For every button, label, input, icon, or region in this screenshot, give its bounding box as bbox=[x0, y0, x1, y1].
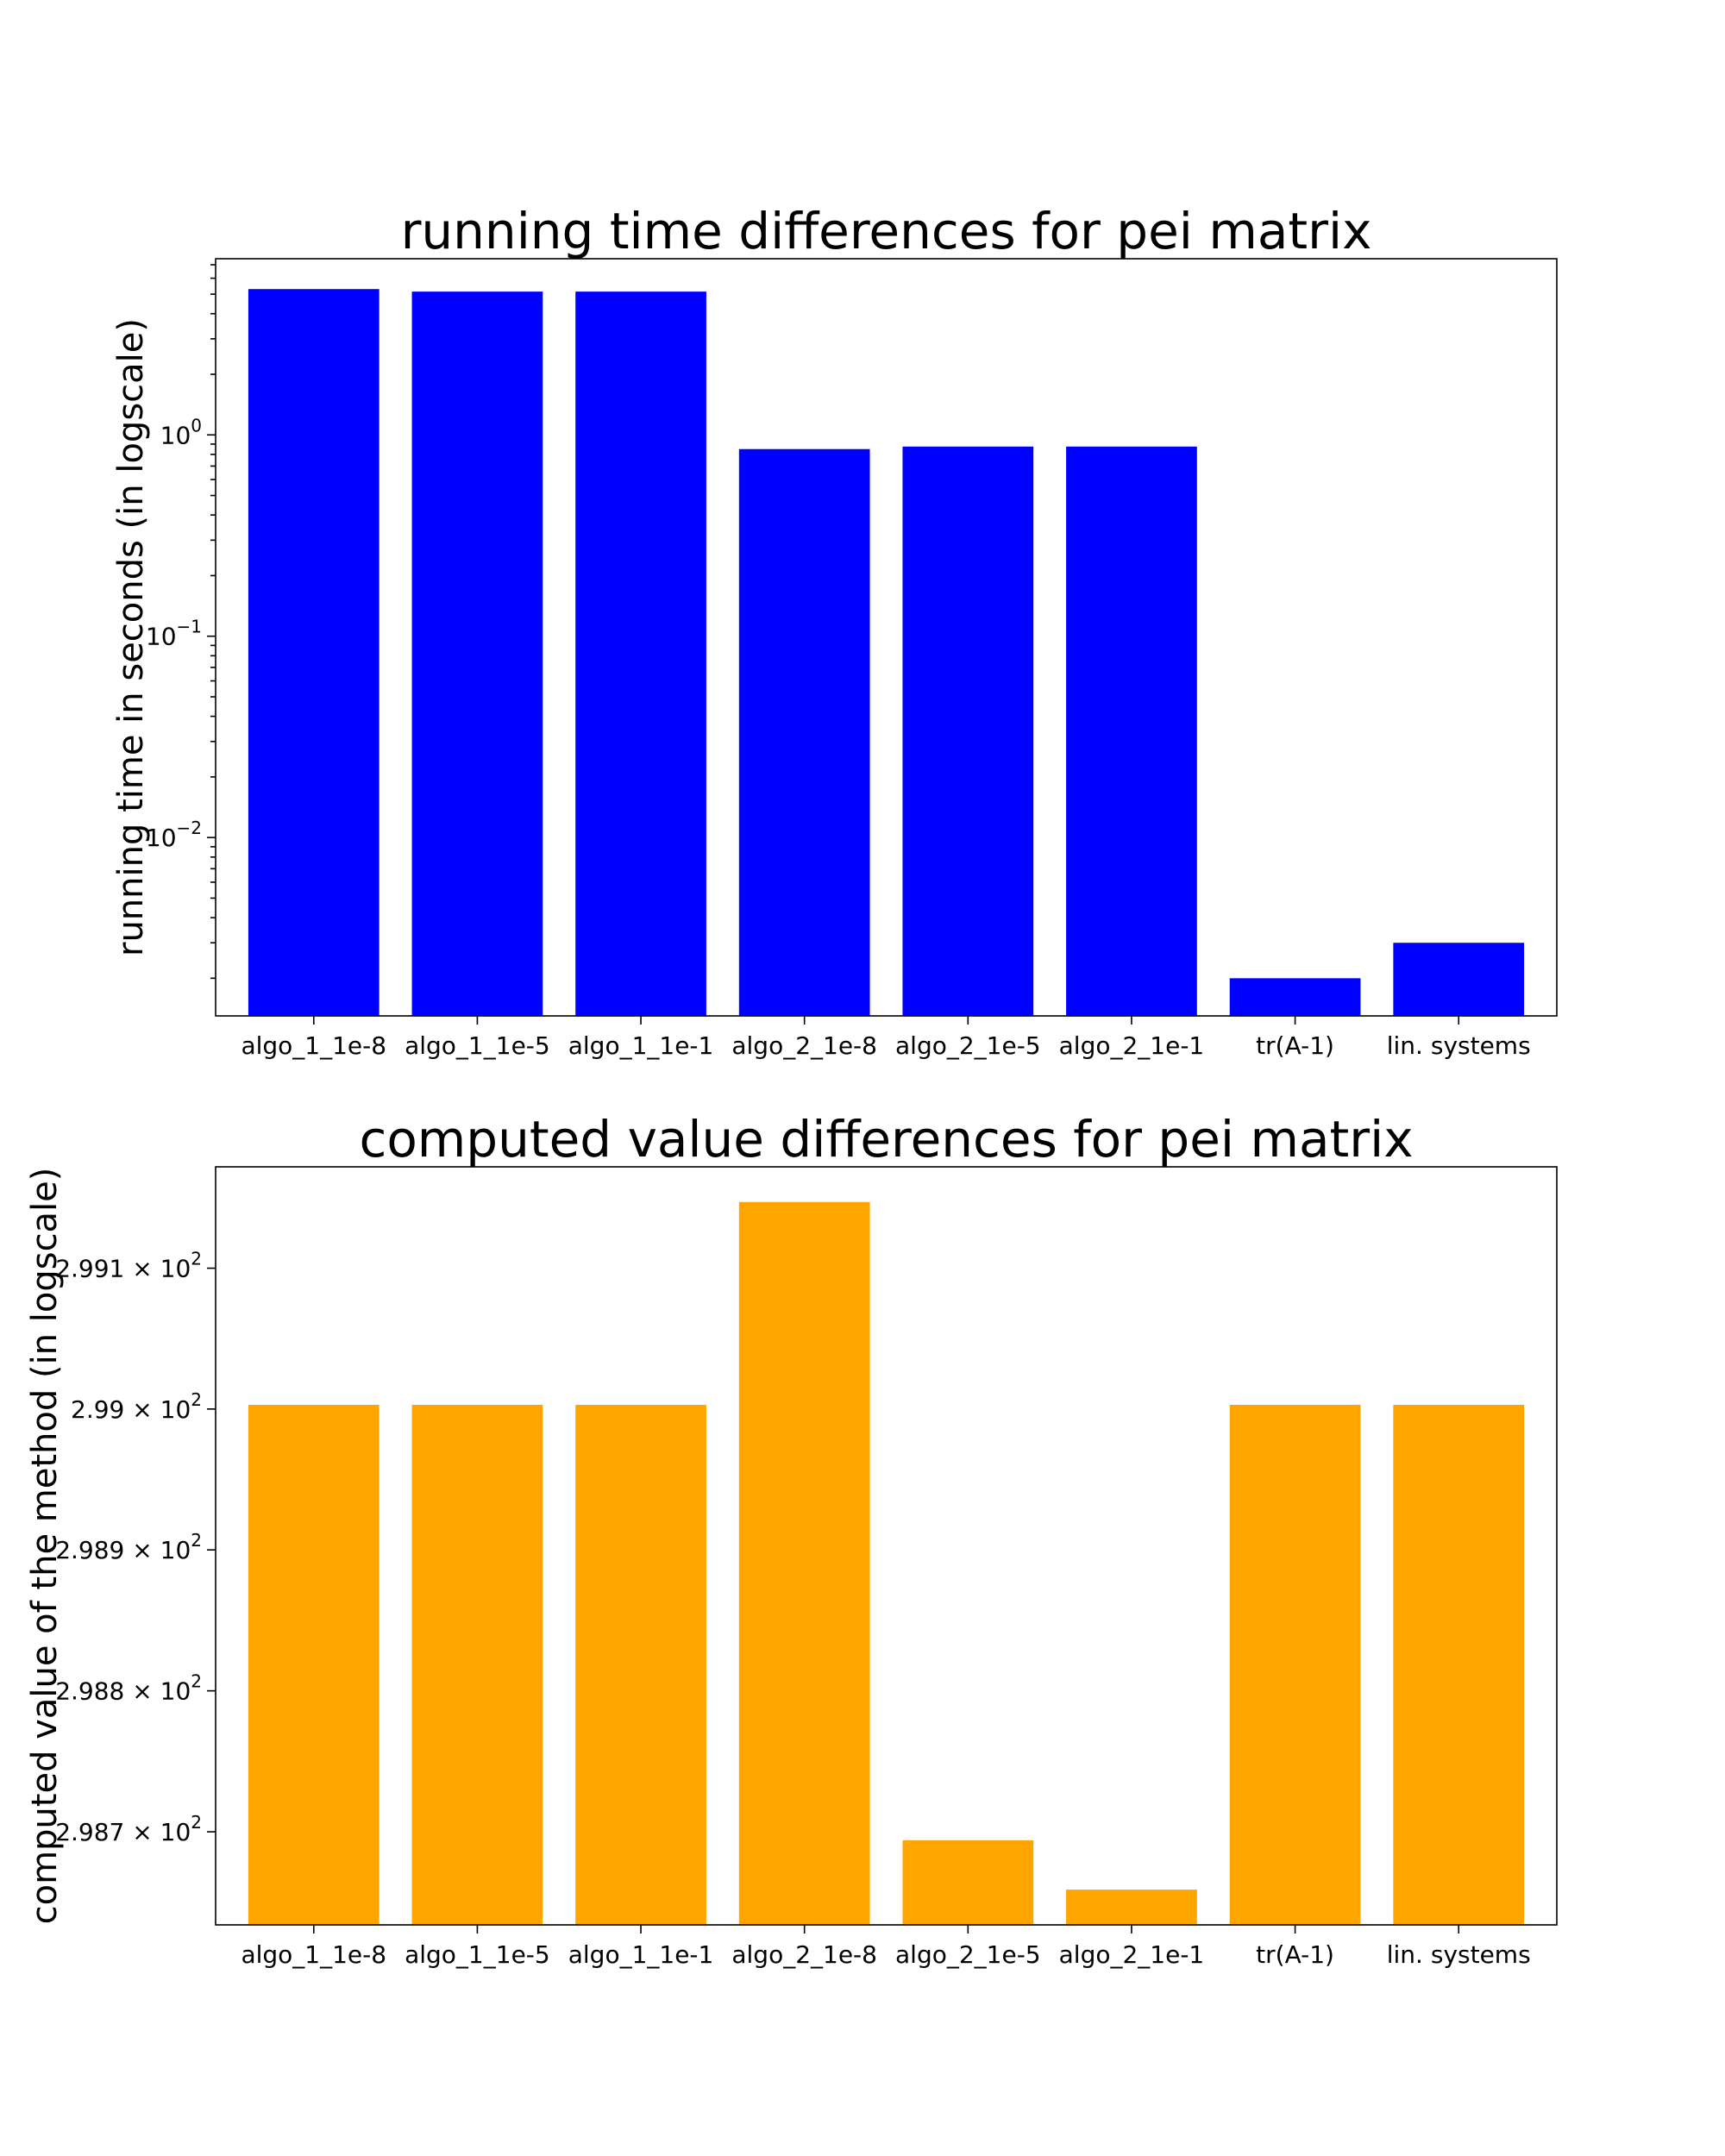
y-tick-label: 2.988 × 102 bbox=[55, 1671, 202, 1706]
y-tick-label: 10−2 bbox=[146, 818, 202, 852]
bar bbox=[1066, 1890, 1197, 1925]
bar bbox=[248, 1404, 380, 1925]
plot-frame bbox=[215, 258, 1558, 1017]
y-tick-label: 2.989 × 102 bbox=[55, 1530, 202, 1564]
x-tick-label: algo_1_1e-8 bbox=[241, 1031, 386, 1060]
chart-title: computed value differences for pei matri… bbox=[359, 1110, 1413, 1169]
y-tick-label: 100 bbox=[160, 415, 202, 449]
y-axis-label: computed value of the method (in logscal… bbox=[25, 1168, 65, 1925]
bar-group bbox=[248, 289, 1525, 1016]
x-tick-label: algo_2_1e-8 bbox=[731, 1031, 877, 1060]
y-axis-label: running time in seconds (in logscale) bbox=[111, 318, 151, 956]
bar bbox=[738, 448, 870, 1016]
bar bbox=[738, 1201, 870, 1925]
running-time-chart: running time differences for pei matrix … bbox=[111, 202, 1558, 1060]
y-tick-label: 10−1 bbox=[146, 617, 202, 651]
x-tick-label: tr(A-1) bbox=[1256, 1031, 1334, 1060]
y-axis-ticks: 100 10−1 10−2 bbox=[146, 264, 216, 980]
y-tick-label: 2.99 × 102 bbox=[71, 1389, 202, 1424]
x-axis-ticks: algo_1_1e-8 algo_1_1e-5 algo_1_1e-1 algo_2_… bbox=[241, 1016, 1531, 1060]
y-axis-ticks: 2.991 × 102 2.99 × 102 2.989 × 102 2.988 × … bbox=[55, 1249, 216, 1846]
y-tick-label: 2.991 × 102 bbox=[55, 1249, 202, 1283]
bar bbox=[1229, 978, 1361, 1016]
y-tick-label: 2.987 × 102 bbox=[55, 1812, 202, 1846]
bar bbox=[1066, 446, 1197, 1016]
x-tick-label: algo_1_1e-8 bbox=[241, 1940, 386, 1969]
x-tick-label: algo_2_1e-1 bbox=[1059, 1940, 1205, 1969]
x-axis-ticks: algo_1_1e-8 algo_1_1e-5 algo_1_1e-1 algo_2_… bbox=[241, 1925, 1531, 1969]
plot-frame bbox=[215, 1166, 1558, 1926]
x-tick-label: algo_2_1e-8 bbox=[731, 1940, 877, 1969]
x-tick-label: algo_1_1e-5 bbox=[405, 1031, 550, 1060]
computed-value-chart: computed value differences for pei matri… bbox=[25, 1110, 1558, 1969]
bar-group bbox=[248, 1201, 1525, 1925]
bar bbox=[902, 446, 1034, 1016]
x-tick-label: algo_1_1e-1 bbox=[568, 1940, 714, 1969]
bar bbox=[411, 1404, 543, 1925]
chart-title: running time differences for pei matrix bbox=[401, 202, 1372, 260]
bar bbox=[411, 291, 543, 1016]
x-tick-label: lin. systems bbox=[1387, 1031, 1531, 1060]
x-tick-label: tr(A-1) bbox=[1256, 1940, 1334, 1969]
bar bbox=[902, 1839, 1034, 1925]
x-tick-label: lin. systems bbox=[1387, 1940, 1531, 1969]
bar bbox=[575, 291, 706, 1016]
bar bbox=[1393, 943, 1525, 1016]
bar bbox=[1393, 1404, 1525, 1925]
bar bbox=[575, 1404, 706, 1925]
x-tick-label: algo_1_1e-5 bbox=[405, 1940, 550, 1969]
x-tick-label: algo_1_1e-1 bbox=[568, 1031, 714, 1060]
x-tick-label: algo_2_1e-5 bbox=[895, 1940, 1041, 1969]
x-tick-label: algo_2_1e-1 bbox=[1059, 1031, 1205, 1060]
x-tick-label: algo_2_1e-5 bbox=[895, 1031, 1041, 1060]
bar bbox=[1229, 1404, 1361, 1925]
bar bbox=[248, 289, 380, 1016]
